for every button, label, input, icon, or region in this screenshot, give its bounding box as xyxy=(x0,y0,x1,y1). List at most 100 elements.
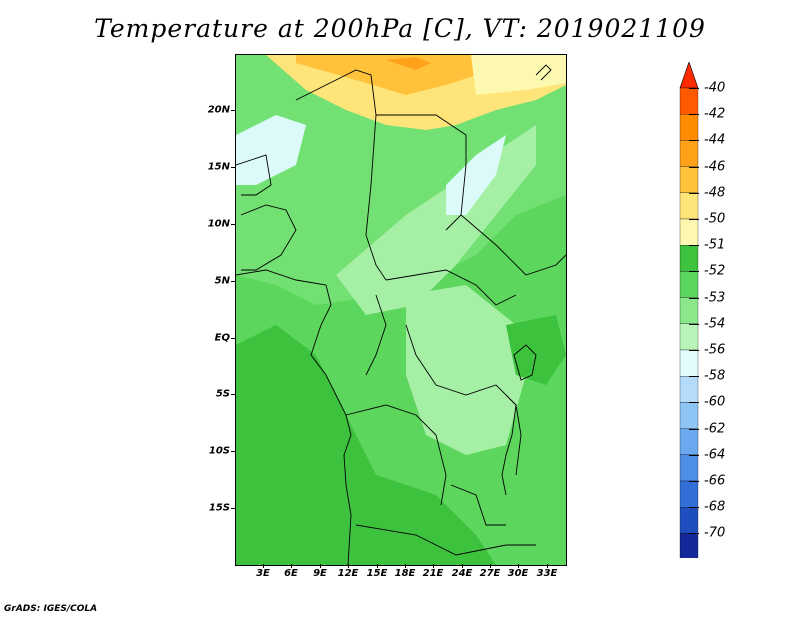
pale-yellow-northeast xyxy=(471,55,566,95)
colorbar-label: -54 xyxy=(704,316,726,332)
lon-label-18e: 18E xyxy=(394,568,416,579)
lat-label-5n: 5N xyxy=(214,275,230,287)
lon-label-30e: 30E xyxy=(507,568,529,579)
colorbar-label: -56 xyxy=(704,342,726,358)
lon-tick xyxy=(433,564,434,568)
colorbar-tick xyxy=(689,454,699,456)
lat-label-eq: EQ xyxy=(214,332,230,344)
cyan-patch-chad xyxy=(446,135,506,215)
colorbar-cell xyxy=(679,349,699,377)
lat-tick xyxy=(231,281,235,282)
lat-tick xyxy=(231,224,235,225)
colorbar-cell xyxy=(679,87,699,115)
colorbar-tick xyxy=(689,245,699,247)
colorbar-cell xyxy=(679,245,699,272)
colorbar-tick xyxy=(689,402,699,404)
lat-tick xyxy=(231,338,235,339)
colorbar-tick xyxy=(689,114,699,116)
lat-label-10s: 10S xyxy=(208,445,230,457)
colorbar-label: -52 xyxy=(704,263,726,279)
colorbar-tick xyxy=(689,192,699,194)
lat-tick xyxy=(231,110,235,111)
lon-tick xyxy=(263,564,264,568)
colorbar-cell xyxy=(679,271,699,298)
colorbar-tick xyxy=(689,507,699,509)
colorbar-tick xyxy=(689,219,699,220)
colorbar-tick xyxy=(689,297,699,299)
dark-patch-southwest xyxy=(236,325,496,565)
colorbar-cell xyxy=(679,428,699,455)
colorbar-cell xyxy=(679,192,699,220)
lon-label-12e: 12E xyxy=(337,568,359,579)
temperature-map xyxy=(235,54,567,566)
colorbar-cell xyxy=(679,507,699,534)
nile-segment xyxy=(535,64,552,81)
colorbar-cell xyxy=(679,323,699,351)
colorbar-tick xyxy=(689,323,699,325)
lon-tick xyxy=(291,564,292,568)
lon-label-24e: 24E xyxy=(451,568,473,579)
dark-patch-east xyxy=(506,315,566,385)
map-svg xyxy=(236,55,566,565)
colorbar-tick xyxy=(689,166,699,168)
colorbar-cell xyxy=(679,297,699,324)
colorbar-label: -70 xyxy=(704,525,726,541)
pale-patch-congo xyxy=(406,285,526,455)
colorbar-cell xyxy=(679,376,699,403)
colorbar-cell xyxy=(679,166,699,193)
colorbar-cell xyxy=(679,114,699,141)
colorbar-tick xyxy=(689,271,699,273)
coastline xyxy=(236,154,352,565)
orange-core xyxy=(386,57,431,70)
lon-tick xyxy=(348,564,349,568)
colorbar-tick xyxy=(689,481,699,482)
colorbar-cell xyxy=(679,454,699,482)
colorbar-tick xyxy=(689,533,699,535)
colorbar-label: -51 xyxy=(704,237,726,253)
lon-tick xyxy=(547,564,548,568)
lon-label-15e: 15E xyxy=(366,568,388,579)
colorbar-label: -46 xyxy=(704,159,726,175)
colorbar-label: -48 xyxy=(704,185,726,201)
lon-tick xyxy=(490,564,491,568)
lat-label-10n: 10N xyxy=(207,218,230,230)
colorbar-tick xyxy=(689,88,699,89)
lon-label-6e: 6E xyxy=(284,568,298,579)
colorbar-cell xyxy=(679,402,699,429)
colorbar-label: -44 xyxy=(704,132,726,148)
lon-tick xyxy=(405,564,406,568)
cyan-patch-west xyxy=(236,115,306,185)
colorbar-label: -42 xyxy=(704,106,726,122)
colorbar-cells xyxy=(679,62,699,558)
lon-label-3e: 3E xyxy=(256,568,270,579)
colorbar xyxy=(679,62,699,558)
footer-credit: GrADS: IGES/COLA xyxy=(4,604,98,614)
colorbar-label: -64 xyxy=(704,447,726,463)
colorbar-label: -66 xyxy=(704,473,726,489)
colorbar-tick xyxy=(689,428,699,430)
lon-tick xyxy=(377,564,378,568)
colorbar-cell xyxy=(679,533,699,558)
lat-tick xyxy=(231,167,235,168)
lon-tick xyxy=(518,564,519,568)
lat-tick xyxy=(231,508,235,509)
orange-region xyxy=(296,55,476,95)
lat-label-5s: 5S xyxy=(215,388,230,400)
chart-title: Temperature at 200hPa [C], VT: 201902110… xyxy=(94,14,706,43)
borders xyxy=(295,69,566,556)
colorbar-tick xyxy=(689,376,699,378)
colorbar-label: -60 xyxy=(704,394,726,410)
lat-tick xyxy=(231,451,235,452)
colorbar-cell xyxy=(679,218,699,246)
lat-label-15s: 15S xyxy=(208,502,230,514)
lon-tick xyxy=(320,564,321,568)
colorbar-cell xyxy=(679,140,699,167)
lon-label-9e: 9E xyxy=(313,568,327,579)
colorbar-label: -50 xyxy=(704,211,726,227)
lat-label-20n: 20N xyxy=(207,104,230,116)
colorbar-top-triangle xyxy=(679,62,699,89)
lon-label-33e: 33E xyxy=(536,568,558,579)
colorbar-tick xyxy=(689,140,699,142)
lon-tick xyxy=(462,564,463,568)
north-band xyxy=(236,55,566,305)
